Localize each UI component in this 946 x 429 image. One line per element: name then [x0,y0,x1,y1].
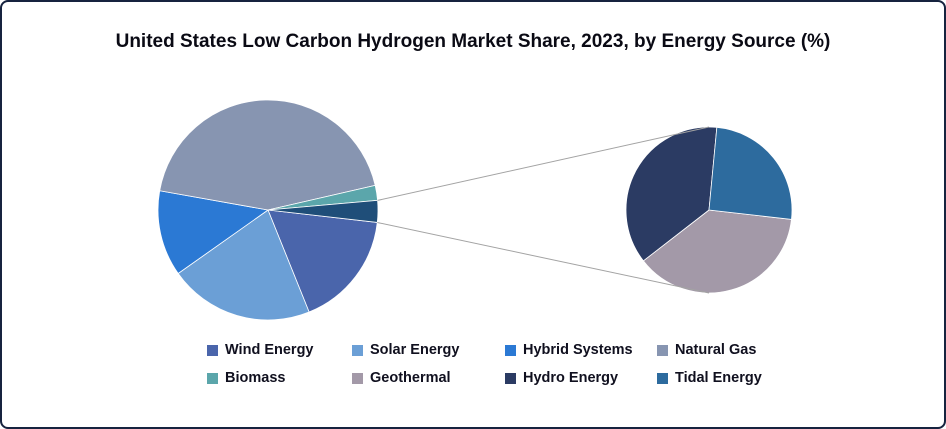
legend-item-hybrid-systems: Hybrid Systems [505,342,657,358]
legend-item-wind-energy: Wind Energy [207,342,352,358]
main-pie-slice-wind-energy [267,209,378,313]
main-pie-slice-hybrid-systems [157,190,270,275]
legend-label: Hybrid Systems [523,342,633,358]
legend-swatch-natural-gas [657,344,668,356]
secondary-pie-slice-geothermal [642,209,792,294]
legend-item-hydro-energy: Hydro Energy [505,370,657,386]
legend-swatch-solar-energy [352,344,363,356]
main-pie-slice-other-geothermal-hydro-energy-tidal-energy [267,199,379,223]
legend-item-natural-gas: Natural Gas [657,342,827,358]
legend-label: Hydro Energy [523,370,619,386]
legend-swatch-hydro-energy [505,372,516,384]
legend-item-tidal-energy: Tidal Energy [657,370,827,386]
secondary-pie-slice-hydro-energy [625,126,718,262]
main-pie-slice-natural-gas [159,99,376,211]
legend-swatch-tidal-energy [657,372,668,384]
legend-label: Tidal Energy [675,370,762,386]
connector-line-top [377,126,710,201]
legend-item-solar-energy: Solar Energy [352,342,505,358]
secondary-pie-slice-tidal-energy [708,126,793,220]
legend-swatch-geothermal [352,372,363,384]
chart-title: United States Low Carbon Hydrogen Market… [115,31,831,52]
legend: Wind Energy Solar Energy Hybrid Systems Nat… [207,342,827,386]
legend-item-biomass: Biomass [207,370,352,386]
legend-label: Natural Gas [675,342,757,358]
legend-label: Solar Energy [370,342,460,358]
main-pie-slice-solar-energy [177,209,310,321]
legend-swatch-hybrid-systems [505,344,516,356]
legend-item-geothermal: Geothermal [352,370,505,386]
legend-label: Geothermal [370,370,451,386]
legend-swatch-wind-energy [207,344,218,356]
legend-swatch-biomass [207,372,218,384]
legend-label: Biomass [225,370,286,386]
legend-label: Wind Energy [225,342,314,358]
connector-line-bottom [377,222,710,294]
